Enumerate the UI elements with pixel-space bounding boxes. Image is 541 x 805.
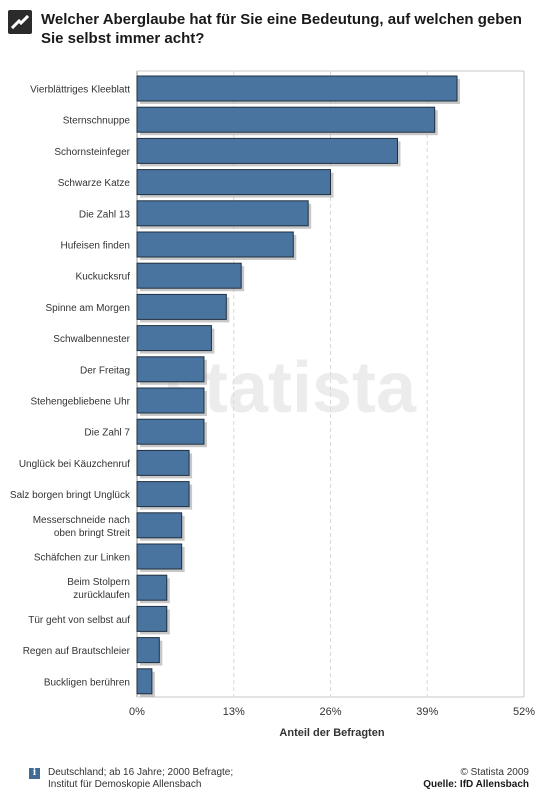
- bar: [136, 668, 153, 695]
- category-label: Schwalbennester: [53, 334, 130, 345]
- x-tick-label: 13%: [223, 706, 245, 718]
- category-label: Spinne am Morgen: [46, 303, 131, 314]
- x-axis-label: Anteil der Befragten: [279, 727, 384, 739]
- category-label: Kuckucksruf: [76, 272, 131, 283]
- footer-note-line-1: Deutschland; ab 16 Jahre; 2000 Befragte;: [48, 767, 234, 778]
- statista-logo-icon: [8, 10, 32, 34]
- category-label: Die Zahl 13: [79, 209, 131, 220]
- bar: [136, 512, 183, 539]
- category-label: Schäfchen zur Linken: [34, 553, 130, 564]
- bar: [136, 169, 331, 196]
- category-label: Unglück bei Käuzchenruf: [19, 459, 130, 470]
- info-icon[interactable]: i: [29, 768, 40, 779]
- category-label: Sternschnuppe: [63, 116, 131, 127]
- source-text: Quelle: IfD Allensbach: [423, 779, 529, 790]
- category-label: Schornsteinfeger: [54, 147, 130, 158]
- x-tick-label: 0%: [129, 706, 145, 718]
- category-label: Regen auf Brautschleier: [23, 646, 131, 657]
- bar: [136, 387, 205, 414]
- chart-header: Welcher Aberglaube hat für Sie eine Bede…: [8, 8, 533, 56]
- bar: [136, 262, 242, 289]
- bar: [136, 356, 205, 383]
- bar: [136, 293, 227, 320]
- x-tick-label: 39%: [416, 706, 438, 718]
- bar: [136, 200, 309, 227]
- bar: [136, 605, 168, 632]
- bar: [136, 231, 294, 258]
- category-label: Die Zahl 7: [84, 428, 130, 439]
- category-label: oben bringt Streit: [54, 528, 130, 539]
- bar: [136, 418, 205, 445]
- category-label: Salz borgen bringt Unglück: [10, 490, 131, 501]
- bar: [136, 106, 436, 133]
- category-label: zurücklaufen: [73, 590, 130, 601]
- bar: [136, 574, 168, 601]
- copyright-text: © Statista 2009: [460, 767, 529, 778]
- bar: [136, 325, 212, 352]
- bar-chart: statista Vierblättriges KleeblattSternsc…: [10, 70, 535, 739]
- category-label: Der Freitag: [80, 365, 130, 376]
- x-tick-label: 26%: [319, 706, 341, 718]
- category-label: Beim Stolpern: [67, 577, 130, 588]
- bar: [136, 75, 458, 102]
- category-label: Messerschneide nach: [33, 515, 130, 526]
- x-tick-label: 52%: [513, 706, 535, 718]
- category-label: Tür geht von selbst auf: [28, 615, 130, 626]
- footer-note-line-2: Institut für Demoskopie Allensbach: [48, 779, 202, 790]
- category-label: Stehengebliebene Uhr: [30, 397, 130, 408]
- bar: [136, 543, 183, 570]
- category-label: Buckligen berühren: [44, 677, 130, 688]
- footer-note: Deutschland; ab 16 Jahre; 2000 Befragte;…: [48, 767, 308, 791]
- bar: [136, 637, 160, 664]
- bar: [136, 481, 190, 508]
- category-label: Schwarze Katze: [58, 178, 131, 189]
- category-label: Vierblättriges Kleeblatt: [30, 85, 130, 96]
- bar: [136, 137, 398, 164]
- chart-title: Welcher Aberglaube hat für Sie eine Bede…: [41, 11, 522, 47]
- footer-copyright: © Statista 2009 Quelle: IfD Allensbach: [423, 767, 529, 791]
- category-label: Hufeisen finden: [61, 241, 131, 252]
- bar: [136, 449, 190, 476]
